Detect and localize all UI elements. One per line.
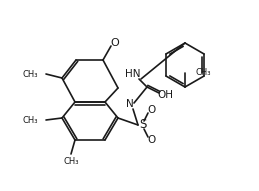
Text: O: O	[148, 105, 156, 115]
Text: HN: HN	[125, 69, 141, 79]
Text: CH₃: CH₃	[63, 156, 79, 165]
Text: S: S	[139, 118, 146, 131]
Text: N: N	[126, 99, 134, 109]
Text: CH₃: CH₃	[23, 70, 38, 79]
Text: O: O	[148, 135, 156, 145]
Text: CH₃: CH₃	[23, 116, 38, 125]
Text: CH₃: CH₃	[195, 67, 211, 77]
Text: OH: OH	[157, 90, 173, 100]
Text: O: O	[111, 38, 119, 48]
